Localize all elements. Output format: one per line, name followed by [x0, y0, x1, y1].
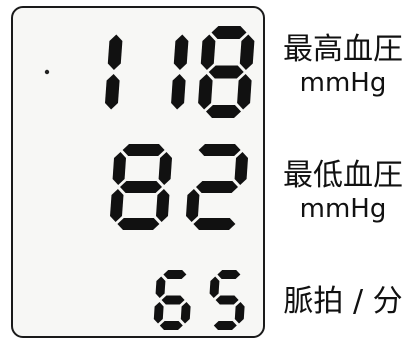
lcd-segment-g	[215, 295, 239, 305]
seven-segment-digit	[110, 144, 172, 230]
lcd-segment-e	[186, 189, 200, 222]
lcd-segment-c	[234, 302, 245, 324]
lcd-segment-a	[198, 144, 241, 156]
seven-segment-digit	[186, 144, 248, 230]
lcd-segment-e	[153, 302, 164, 324]
lcd-segment-c	[237, 74, 252, 110]
pulse-label-name: 脈拍 / 分	[283, 284, 403, 319]
lcd-segment-d	[206, 105, 241, 118]
pulse-label: 脈拍 / 分	[270, 284, 416, 320]
seven-segment-digit	[105, 34, 123, 110]
lcd-segment-f	[112, 152, 126, 185]
diastolic-label-unit: mmHg	[299, 194, 387, 224]
systolic-reading	[105, 26, 255, 118]
lcd-segment-a	[163, 270, 187, 279]
lcd-segment-g	[196, 181, 238, 193]
lcd-segment-f	[155, 276, 166, 298]
lcd-segment-c	[180, 302, 191, 324]
lcd-segment-b	[239, 34, 255, 70]
lcd-segment-a	[211, 26, 247, 39]
seven-segment-digit	[209, 270, 245, 330]
diastolic-label: 最低血圧 mmHg	[270, 158, 416, 224]
diastolic-label-name: 最低血圧	[283, 158, 403, 193]
lcd-segment-a	[122, 144, 165, 156]
lcd-segment-f	[200, 34, 216, 70]
lcd-segment-g	[120, 181, 162, 193]
lcd-segment-canvas	[44, 26, 255, 330]
lcd-segment-b	[107, 34, 123, 70]
lcd-segment-d	[213, 321, 237, 330]
systolic-label-unit: mmHg	[299, 68, 387, 98]
systolic-label: 最高血圧 mmHg	[270, 32, 416, 98]
lcd-segment-d	[159, 321, 183, 330]
lcd-segment-b	[173, 34, 189, 70]
lcd-segment-e	[110, 189, 124, 222]
lcd-segment-b	[158, 152, 172, 185]
lcd-segment-c	[156, 189, 170, 222]
seven-segment-digit	[171, 34, 189, 110]
systolic-label-name: 最高血圧	[283, 32, 403, 67]
lcd-display	[11, 6, 265, 338]
lcd-segment-e	[198, 74, 213, 110]
lcd-segment-c	[105, 74, 120, 110]
lcd-segment-f	[209, 276, 220, 298]
diastolic-reading	[110, 144, 248, 230]
pulse-reading	[153, 270, 245, 330]
lcd-segment-g	[161, 295, 185, 305]
lcd-segment-b	[234, 152, 248, 185]
lcd-segment-d	[117, 218, 160, 230]
lcd-indicator-dot	[44, 69, 50, 75]
seven-segment-digit	[198, 26, 255, 118]
lcd-segment-a	[217, 270, 241, 279]
lcd-segment-g	[208, 65, 244, 79]
lcd-segment-d	[193, 218, 236, 230]
lcd-segment-c	[171, 74, 186, 110]
seven-segment-digit	[153, 270, 191, 330]
